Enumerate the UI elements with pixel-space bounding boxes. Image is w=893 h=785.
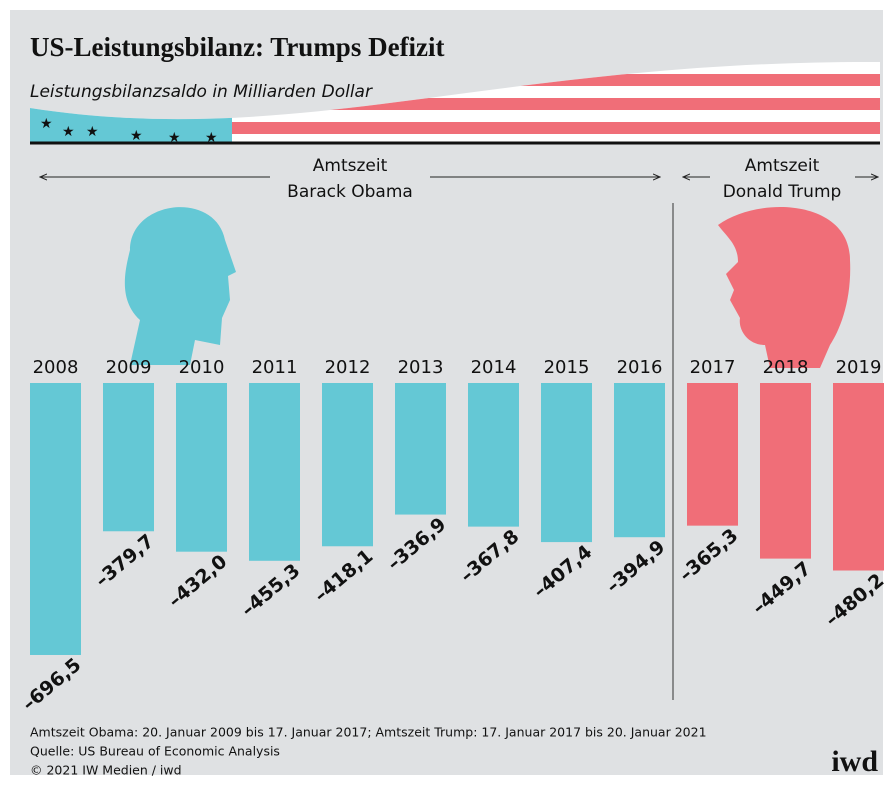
x-tick-label: 2014 (471, 357, 517, 378)
note: Amtszeit Obama: 20. Januar 2009 bis 17. … (30, 725, 707, 740)
bar (614, 383, 665, 538)
bar (395, 383, 446, 515)
logo: iwd (831, 745, 878, 778)
x-tick-label: 2008 (33, 357, 79, 378)
bar (103, 383, 154, 532)
term-label: Amtszeit (313, 156, 388, 176)
chart-title: US-Leistungsbilanz: Trumps Defizit (30, 32, 445, 62)
svg-text:★: ★ (205, 130, 218, 146)
x-tick-label: 2018 (763, 357, 809, 378)
term-label: Amtszeit (745, 156, 820, 176)
term-label: Donald Trump (723, 182, 842, 202)
bar (468, 383, 519, 527)
bar (541, 383, 592, 543)
x-tick-label: 2011 (252, 357, 298, 378)
chart-subtitle: Leistungsbilanzsaldo in Milliarden Dolla… (30, 82, 373, 102)
bar (176, 383, 227, 552)
svg-text:★: ★ (62, 124, 75, 140)
label-bg (270, 160, 430, 200)
x-tick-label: 2010 (179, 357, 225, 378)
trump-head (718, 207, 851, 368)
x-tick-label: 2012 (325, 357, 371, 378)
svg-text:★: ★ (168, 130, 181, 146)
x-tick-label: 2009 (106, 357, 152, 378)
svg-text:★: ★ (86, 124, 99, 140)
x-tick-label: 2017 (690, 357, 736, 378)
obama-head (124, 207, 236, 365)
svg-text:★: ★ (130, 128, 143, 144)
term-label: Barack Obama (287, 182, 413, 202)
x-tick-label: 2019 (836, 357, 882, 378)
note: Quelle: US Bureau of Economic Analysis (30, 744, 280, 759)
bar (249, 383, 300, 561)
bar (30, 383, 81, 655)
x-tick-label: 2016 (617, 357, 663, 378)
bar (833, 383, 884, 571)
x-tick-label: 2013 (398, 357, 444, 378)
svg-text:★: ★ (40, 116, 53, 132)
bar (687, 383, 738, 526)
note: © 2021 IW Medien / iwd (30, 763, 182, 778)
x-tick-label: 2015 (544, 357, 590, 378)
label-bg (710, 160, 855, 200)
bar (322, 383, 373, 547)
bar (760, 383, 811, 559)
